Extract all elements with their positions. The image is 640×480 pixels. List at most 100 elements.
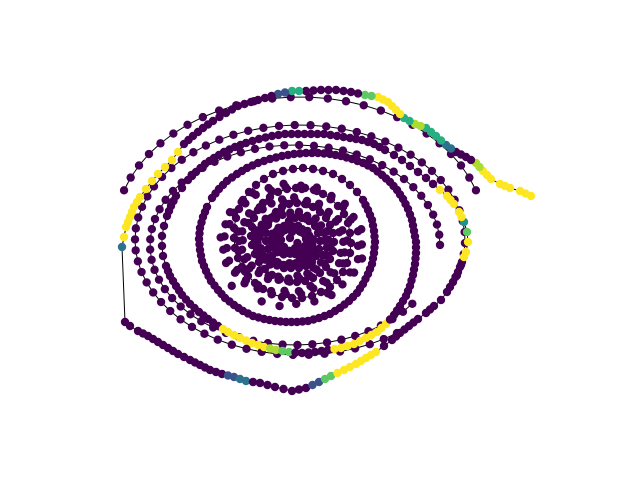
graph-node <box>260 93 270 103</box>
graph-node <box>142 278 151 287</box>
graph-node <box>293 271 302 280</box>
graph-node <box>224 256 234 265</box>
graph-node <box>301 261 311 271</box>
graph-node <box>292 299 301 309</box>
graph-node <box>371 347 381 357</box>
graph-node <box>376 106 386 115</box>
graph-node <box>258 284 268 294</box>
graph-node <box>337 174 347 184</box>
graph-node <box>318 250 328 260</box>
graph-node <box>304 216 314 226</box>
graph-node <box>322 338 332 347</box>
graph-node <box>322 122 331 131</box>
graph-node <box>290 120 299 130</box>
graph-node <box>186 310 195 319</box>
graph-node <box>230 243 240 253</box>
graph-node <box>295 255 304 264</box>
graph-node <box>157 231 167 241</box>
graph-node <box>298 163 308 173</box>
graph-node <box>236 148 246 157</box>
graph-node <box>238 227 247 236</box>
graph-node <box>201 141 211 150</box>
graph-node <box>273 187 283 197</box>
graph-node <box>250 249 260 259</box>
graph-node <box>461 247 471 257</box>
graph-node <box>308 380 317 390</box>
graph-node <box>261 236 271 246</box>
graph-node <box>227 281 236 291</box>
graph-node <box>300 199 310 209</box>
graph-node <box>187 322 197 332</box>
graph-node <box>288 164 298 174</box>
graph-node <box>231 213 241 223</box>
graph-node <box>229 223 239 233</box>
graph-node <box>345 248 355 258</box>
graph-node <box>176 302 185 311</box>
graph-node <box>280 129 290 139</box>
graph-node <box>339 209 349 219</box>
graph-node <box>213 335 222 344</box>
graph-node <box>367 91 376 101</box>
graph-node <box>323 345 333 355</box>
graph-node <box>238 236 247 245</box>
graph-node <box>399 174 409 184</box>
graph-node <box>200 329 209 338</box>
graph-node <box>255 232 264 242</box>
graph-node <box>242 344 251 353</box>
graph-node <box>311 251 321 261</box>
graph-node <box>301 148 311 158</box>
graph-node <box>177 183 187 193</box>
graph-node <box>280 141 289 150</box>
graph-node <box>134 161 144 170</box>
graph-node <box>253 205 263 215</box>
graph-node <box>465 173 474 182</box>
graph-node <box>221 108 231 118</box>
graph-node <box>421 173 431 183</box>
graph-node <box>160 284 170 294</box>
graph-node <box>261 133 270 142</box>
graph-node <box>267 251 277 261</box>
graph-node <box>214 106 224 115</box>
graph-node <box>247 240 257 250</box>
graph-node <box>177 155 186 164</box>
graph-node <box>266 213 276 223</box>
graph-node <box>133 257 143 266</box>
graph-node <box>336 248 345 258</box>
graph-node <box>271 207 281 217</box>
graph-node <box>133 213 143 222</box>
graph-node <box>429 301 439 311</box>
graph-node <box>309 86 318 95</box>
graph-node <box>296 247 306 257</box>
graph-node <box>234 204 244 214</box>
graph-node <box>324 85 333 95</box>
graph-node <box>308 340 317 349</box>
graph-node <box>333 368 342 378</box>
graph-node <box>328 246 338 256</box>
graph-node <box>294 140 304 150</box>
graph-node <box>157 241 167 251</box>
graph-node <box>183 175 193 185</box>
graph-node <box>270 382 280 392</box>
graph-node <box>144 149 154 159</box>
graph-node <box>121 222 131 232</box>
graph-node <box>315 268 325 278</box>
graph-node <box>444 185 453 194</box>
graph-node <box>282 184 292 194</box>
graph-node <box>413 167 423 177</box>
graph-node <box>167 155 177 165</box>
graph-node <box>301 383 311 393</box>
graph-node <box>326 194 336 204</box>
graph-node <box>337 335 346 344</box>
graph-node <box>471 186 481 195</box>
graph-node <box>309 185 319 195</box>
graph-node <box>267 131 277 141</box>
graph-node <box>145 245 155 254</box>
graph-node <box>243 126 253 136</box>
graph-node <box>307 257 317 267</box>
graph-node <box>287 293 297 303</box>
graph-node <box>325 220 335 230</box>
graph-node <box>323 94 332 103</box>
graph-node <box>454 207 464 217</box>
graph-node <box>346 238 356 248</box>
graph-node <box>365 340 374 349</box>
